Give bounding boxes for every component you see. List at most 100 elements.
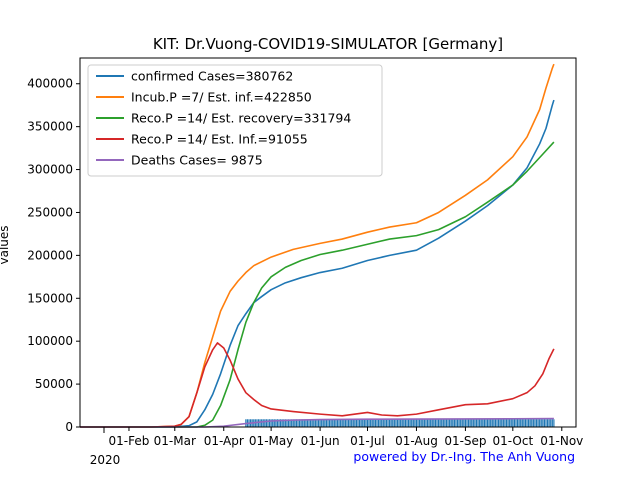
y-tick-label: 150000 [27,291,73,305]
daily-bar [330,419,332,427]
daily-bar [355,419,358,427]
daily-bar [436,419,438,427]
daily-bar [404,419,406,427]
daily-bar [528,419,530,427]
daily-bar [513,419,515,427]
daily-bar [300,419,302,427]
daily-bar [411,419,413,427]
chart-title: KIT: Dr.Vuong-COVID19-SIMULATOR [Germany… [153,35,503,53]
daily-bar [403,419,405,427]
legend-entry-label: Reco.P =14/ Est. Inf.=91055 [131,132,308,147]
x-tick-label: 01-Apr [204,434,244,448]
daily-bar [351,419,353,427]
daily-bar [358,419,361,427]
x-tick-label: 01-Oct [492,434,533,448]
daily-bar [310,419,312,427]
daily-bar [523,419,525,427]
daily-bar [535,419,538,427]
daily-bar [505,419,508,427]
daily-bar [360,419,362,427]
daily-bar [425,419,427,427]
daily-bar [493,419,495,427]
daily-bar [335,419,337,427]
daily-bar [311,419,313,427]
daily-bar [531,419,533,427]
x-tick-label: 01-Nov [540,434,583,448]
daily-bar [504,419,506,427]
daily-bar [450,419,452,427]
daily-bar [366,419,369,427]
axes-frame [79,57,577,428]
daily-bar [280,419,282,427]
daily-bar [305,419,307,427]
daily-bar [344,419,346,427]
daily-bar [464,419,467,427]
y-tick-label: 350000 [27,120,73,134]
daily-bar [313,419,315,427]
daily-bar [365,419,367,427]
daily-bar [373,419,375,427]
y-tick-label: 100000 [27,334,73,348]
daily-bar [532,419,534,427]
daily-bar [469,419,471,427]
x-tick-label: 01-Jun [301,434,340,448]
x-tick-label: 01-May [249,434,293,448]
daily-bar [371,419,373,427]
daily-bar [428,419,430,427]
daily-bar [407,419,410,427]
daily-bar [417,419,419,427]
daily-bar [294,419,296,427]
daily-bar [433,419,435,427]
daily-bar [471,419,473,427]
series-line-5 [80,417,554,428]
daily-bar [437,419,440,427]
daily-bar [265,419,267,427]
daily-bar [447,419,449,427]
daily-bar [395,419,397,427]
daily-bar [449,419,451,427]
daily-bar [543,419,546,427]
daily-bar [281,419,283,427]
daily-bar [276,419,279,427]
daily-bar [415,419,418,427]
daily-bar [419,419,421,427]
daily-bar [306,419,309,427]
y-tick-label: 200000 [27,248,73,262]
daily-bar [292,419,294,427]
daily-bar [298,419,301,427]
daily-bar [370,419,372,427]
daily-bar [475,419,478,427]
daily-bar [520,419,522,427]
daily-bar [374,419,376,427]
daily-bar [515,419,517,427]
daily-bar [423,419,425,427]
daily-bar [264,419,266,427]
daily-bar [384,419,386,427]
daily-bar [272,419,274,427]
daily-bar [499,419,501,427]
daily-bar [537,419,539,427]
daily-bar [267,419,269,427]
daily-bar [453,419,455,427]
daily-bar [512,419,514,427]
daily-bar [289,419,291,427]
daily-bar [539,419,541,427]
daily-bar [349,419,351,427]
daily-bar [463,419,465,427]
daily-bar [426,419,429,427]
series-lines [80,63,555,428]
daily-bar [379,419,381,427]
daily-bar [550,419,552,427]
daily-bar [483,419,485,427]
daily-bar [257,419,260,427]
daily-bar [491,419,493,427]
daily-bar [291,419,293,427]
daily-bar [441,419,443,427]
daily-bar [414,419,416,427]
daily-bar [286,419,288,427]
daily-bar [496,419,498,427]
daily-bar [283,419,285,427]
y-tick-label: 0 [65,420,73,434]
daily-bar [540,419,542,427]
daily-bar [551,419,553,427]
